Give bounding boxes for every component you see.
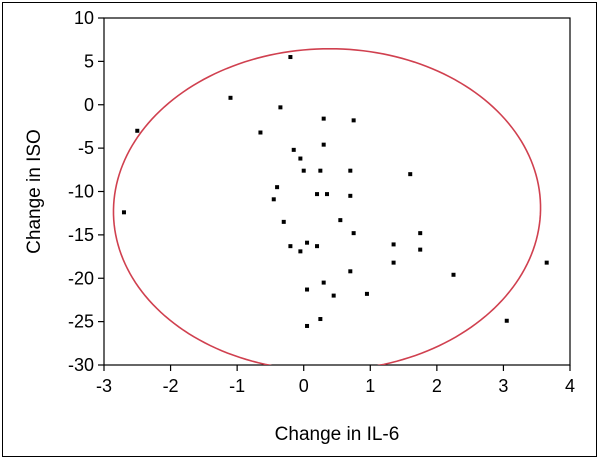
x-tick-label: 4 — [565, 376, 575, 396]
data-point — [418, 247, 423, 252]
data-point — [418, 231, 423, 236]
data-point — [298, 249, 303, 254]
data-point — [408, 172, 413, 177]
y-tick-label: -20 — [68, 268, 94, 288]
data-point — [291, 147, 296, 152]
data-point — [348, 193, 353, 198]
x-tick-label: 3 — [498, 376, 508, 396]
data-point — [544, 260, 549, 265]
data-point — [504, 318, 509, 323]
density-ellipse — [112, 47, 542, 365]
data-point — [298, 156, 303, 161]
x-tick-label: 2 — [432, 376, 442, 396]
data-point — [281, 219, 286, 224]
data-point — [348, 168, 353, 173]
data-point — [301, 168, 306, 173]
data-point — [288, 55, 293, 60]
data-point — [275, 185, 280, 190]
y-tick-label: 5 — [84, 51, 94, 71]
x-tick-label: -2 — [163, 376, 179, 396]
data-point — [288, 244, 293, 249]
data-point — [321, 142, 326, 147]
x-tick-label: -3 — [96, 376, 112, 396]
data-point — [315, 192, 320, 197]
data-point — [305, 323, 310, 328]
data-point — [351, 118, 356, 123]
data-point — [391, 242, 396, 247]
data-point — [321, 280, 326, 285]
data-point — [338, 218, 343, 223]
y-tick-label: -10 — [68, 182, 94, 202]
y-tick-label: -25 — [68, 312, 94, 332]
y-tick-label: -30 — [68, 355, 94, 375]
data-point — [451, 272, 456, 277]
data-point — [278, 105, 283, 110]
y-axis-title: Change in ISO — [24, 129, 45, 254]
data-point — [305, 240, 310, 245]
plot-area — [103, 17, 571, 366]
data-point — [271, 197, 276, 202]
data-point — [391, 260, 396, 265]
y-tick-label: -5 — [78, 138, 94, 158]
data-point — [331, 293, 336, 298]
data-point — [315, 244, 320, 249]
data-point — [325, 192, 330, 197]
data-point — [135, 128, 140, 133]
y-tick-label: -15 — [68, 225, 94, 245]
x-tick-label: 0 — [299, 376, 309, 396]
y-tick-label: 10 — [74, 8, 94, 28]
data-point — [121, 210, 126, 215]
data-point — [318, 317, 323, 322]
x-tick-label: -1 — [229, 376, 245, 396]
y-tick-label: 0 — [84, 95, 94, 115]
x-axis-title: Change in IL-6 — [275, 424, 400, 445]
data-point — [321, 116, 326, 121]
data-point — [351, 231, 356, 236]
data-point — [364, 291, 369, 296]
data-point — [258, 130, 263, 135]
data-point — [318, 168, 323, 173]
data-point — [228, 95, 233, 100]
x-tick-label: 1 — [365, 376, 375, 396]
data-point — [348, 269, 353, 274]
data-point — [305, 287, 310, 292]
